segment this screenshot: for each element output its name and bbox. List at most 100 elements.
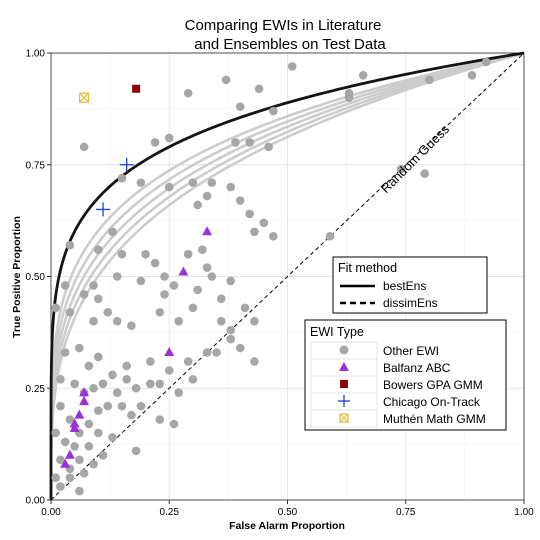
- point-other-ewi: [94, 245, 103, 254]
- curve-bestens: [49, 51, 525, 500]
- point-other-ewi: [79, 290, 89, 299]
- point-other-ewi: [325, 231, 335, 241]
- point-other-ewi: [169, 419, 179, 429]
- point-other-ewi: [207, 272, 217, 281]
- legend-label-muthen-math-gmm: Muthén Math GMM: [383, 412, 486, 426]
- x-tick-label: 0.00: [41, 507, 61, 518]
- point-other-ewi: [127, 410, 136, 420]
- point-other-ewi: [65, 473, 75, 482]
- point-other-ewi: [235, 196, 245, 205]
- point-other-ewi: [164, 182, 174, 192]
- point-other-ewi: [136, 178, 146, 187]
- point-other-ewi: [70, 379, 79, 389]
- point-other-ewi: [112, 316, 122, 326]
- point-other-ewi: [131, 446, 141, 456]
- point-other-ewi: [174, 316, 184, 326]
- point-other-ewi: [122, 361, 131, 371]
- point-other-ewi: [183, 249, 193, 259]
- point-other-ewi: [250, 357, 259, 366]
- point-other-ewi: [188, 178, 198, 187]
- point-other-ewi: [98, 379, 108, 389]
- point-other-ewi: [94, 406, 103, 415]
- point-other-ewi: [60, 437, 70, 447]
- point-other-ewi: [136, 276, 146, 286]
- random-guess-line: [50, 52, 525, 501]
- point-other-ewi: [155, 307, 165, 317]
- point-other-ewi: [112, 272, 122, 281]
- y-axis-title: True Positive Proportion: [11, 216, 23, 338]
- point-other-ewi: [160, 272, 169, 281]
- fit-method-legend: Fit method bestEns dissimEns: [332, 256, 488, 314]
- point-other-ewi: [250, 227, 259, 237]
- point-other-ewi: [269, 106, 278, 116]
- point-other-ewi: [117, 401, 127, 411]
- legend-label-bestens: bestEns: [383, 279, 426, 293]
- point-other-ewi: [420, 169, 429, 178]
- curve-ensemble: [49, 51, 525, 500]
- legend-label-other-ewi: Other EWI: [383, 344, 439, 358]
- point-other-ewi: [344, 93, 354, 102]
- point-other-ewi: [160, 290, 169, 299]
- point-other-ewi: [198, 245, 207, 254]
- point-other-ewi: [216, 294, 226, 304]
- point-other-ewi: [188, 303, 198, 313]
- point-balfanz-abc: [69, 422, 80, 432]
- y-tick-label: 0.25: [26, 384, 46, 395]
- point-other-ewi: [269, 231, 278, 241]
- chart-title-line-1: Comparing EWIs in Literature: [185, 17, 382, 34]
- point-other-ewi: [245, 138, 254, 147]
- point-other-ewi: [358, 71, 368, 80]
- point-balfanz-abc: [178, 266, 189, 276]
- curve-ensemble: [49, 51, 525, 500]
- point-other-ewi: [188, 375, 198, 384]
- point-other-ewi: [75, 455, 84, 465]
- axes: 0.000.00 0.25 0.25 0.50 0.50 0.75 0.75 1.00 1.00: [26, 49, 535, 519]
- point-other-ewi: [202, 191, 212, 201]
- point-other-ewi: [112, 388, 122, 398]
- point-other-ewi: [51, 303, 61, 313]
- point-other-ewi: [212, 348, 221, 357]
- x-tick-label: 1.00: [514, 507, 534, 518]
- point-balfanz-abc: [74, 409, 85, 419]
- point-other-ewi: [122, 375, 131, 384]
- point-other-ewi: [254, 84, 264, 94]
- point-other-ewi: [221, 75, 231, 85]
- point-other-ewi: [56, 455, 65, 465]
- fit-curves: [49, 51, 525, 500]
- point-other-ewi: [108, 227, 117, 237]
- curve-ensemble: [49, 51, 525, 500]
- point-other-ewi: [226, 334, 236, 344]
- point-balfanz-abc: [79, 396, 90, 406]
- point-other-ewi: [467, 71, 477, 80]
- x-tick-label: 0.75: [396, 507, 416, 518]
- point-other-ewi: [94, 352, 103, 362]
- point-other-ewi: [98, 451, 108, 460]
- x-axis-title: False Alarm Proportion: [229, 520, 345, 532]
- point-other-ewi: [89, 459, 98, 469]
- point-other-ewi: [56, 401, 65, 411]
- data-points: [51, 57, 491, 496]
- curve-ensemble: [49, 51, 525, 500]
- point-other-ewi: [155, 379, 165, 389]
- point-other-ewi: [51, 428, 61, 438]
- point-other-ewi: [84, 419, 94, 429]
- point-other-ewi: [396, 164, 406, 174]
- point-other-ewi: [245, 209, 254, 219]
- point-other-ewi: [164, 366, 174, 375]
- point-other-ewi: [231, 138, 240, 147]
- y-tick-label: 0.00: [26, 496, 46, 507]
- point-other-ewi: [65, 240, 75, 250]
- point-balfanz-abc: [164, 346, 175, 356]
- point-other-ewi: [65, 415, 75, 424]
- point-other-ewi: [84, 361, 94, 371]
- point-other-ewi: [146, 379, 155, 389]
- point-other-ewi: [108, 370, 117, 380]
- point-muthen-box: [79, 92, 90, 103]
- point-other-ewi: [136, 401, 146, 411]
- point-other-ewi: [202, 348, 212, 357]
- point-other-ewi: [150, 258, 160, 268]
- point-chicago-on-track: [119, 157, 134, 172]
- y-tick-label: 0.75: [26, 160, 46, 171]
- point-other-ewi: [117, 249, 127, 259]
